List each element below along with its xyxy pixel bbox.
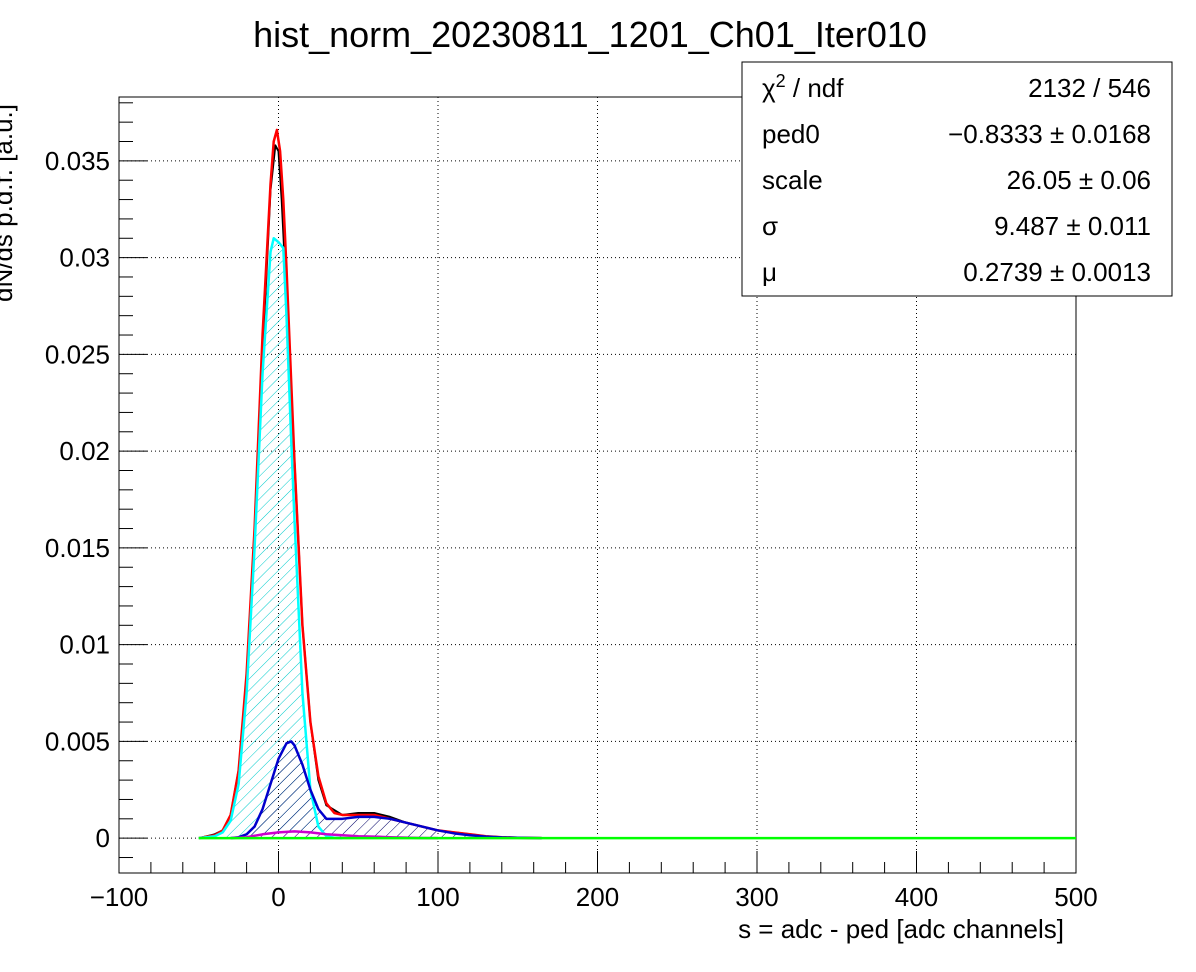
stats-box-frame: [741, 61, 1173, 297]
y-tick-label: 0.02: [59, 436, 110, 466]
x-axis-label: s = adc - ped [adc channels]: [738, 914, 1064, 944]
x-tick-label: 100: [416, 882, 459, 912]
hatched-area: [230, 741, 542, 839]
hatched-area: [198, 238, 343, 839]
y-tick-label: 0.035: [45, 146, 110, 176]
y-tick-label: 0: [96, 823, 110, 853]
x-tick-label: −100: [90, 882, 149, 912]
y-tick-label: 0.03: [59, 243, 110, 273]
x-tick-label: 0: [271, 882, 285, 912]
stats-row-key: ped0: [762, 119, 820, 149]
fit-curve: [198, 237, 343, 840]
stats-row-value: −0.8333 ± 0.0168: [948, 119, 1151, 149]
y-tick-label: 0.015: [45, 533, 110, 563]
fit-stats-box: χ2 / ndf 2132 / 546 ped0 −0.8333 ± 0.0168 sc…: [741, 61, 1173, 297]
x-tick-label: 200: [576, 882, 619, 912]
y-tick-label: 0.025: [45, 339, 110, 369]
stats-row-key: μ: [762, 257, 777, 287]
stats-row-value: 9.487 ± 0.011: [994, 211, 1151, 241]
x-tick-label: 300: [735, 882, 778, 912]
y-tick-label: 0.005: [45, 726, 110, 756]
stats-row-key: scale: [762, 165, 823, 195]
axes: −100 0 100 200 300 400 500 0 0.005 0.01 0.015 0.02 0…: [45, 102, 1098, 912]
stats-row-value: 0.2739 ± 0.0013: [963, 257, 1151, 287]
x-tick-label: 400: [895, 882, 938, 912]
y-axis-label: dN/ds p.d.f. [a.u.]: [0, 104, 18, 302]
hatched-fills: [198, 238, 542, 839]
chart-title: hist_norm_20230811_1201_Ch01_Iter010: [253, 14, 927, 55]
data-series: [198, 128, 1076, 840]
stats-row-key: σ: [762, 211, 778, 241]
stats-row-key: χ2 / ndf: [762, 71, 844, 103]
y-tick-label: 0.01: [59, 630, 110, 660]
x-tick-label: 500: [1054, 882, 1097, 912]
fit-curve: [230, 740, 542, 840]
stats-row-value: 2132 / 546: [1028, 73, 1151, 103]
stats-row-value: 26.05 ± 0.06: [1007, 165, 1151, 195]
